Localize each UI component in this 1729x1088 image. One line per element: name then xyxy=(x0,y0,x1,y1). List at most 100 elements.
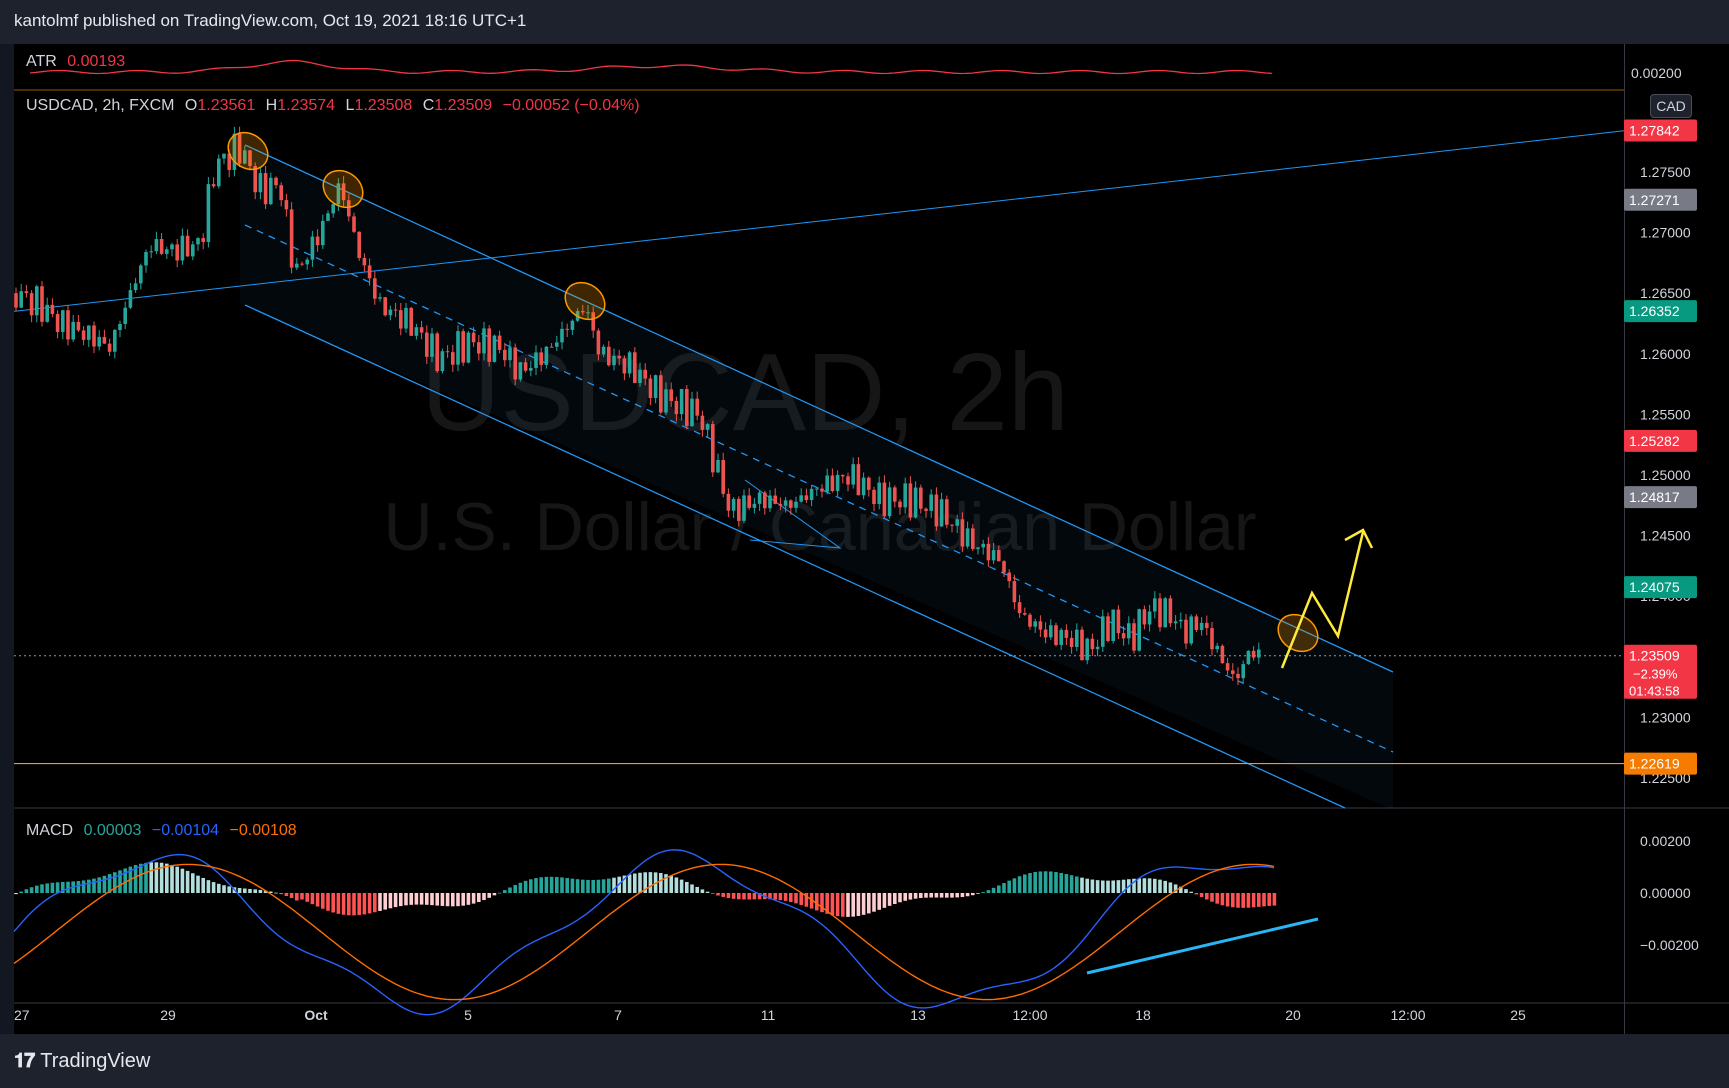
macd-bar xyxy=(430,893,434,906)
candle-body xyxy=(1246,650,1251,665)
macd-bar xyxy=(378,893,382,911)
macd-bar xyxy=(893,893,897,904)
macd-axis-tick: 0.00000 xyxy=(1640,885,1691,901)
candle-body xyxy=(716,460,720,473)
candle-body xyxy=(347,200,351,217)
candle-body xyxy=(274,177,278,186)
candle-body xyxy=(404,307,408,329)
time-axis-label: 25 xyxy=(1510,1007,1526,1023)
macd-bar xyxy=(222,885,226,893)
time-axis-label: 20 xyxy=(1285,1007,1301,1023)
candle-body xyxy=(1085,638,1089,661)
price-badge xyxy=(1624,300,1697,323)
candle-body xyxy=(955,519,959,526)
macd-bar xyxy=(830,893,835,916)
last-price-change: −2.39% xyxy=(1633,667,1678,682)
candle-body xyxy=(1142,609,1147,625)
macd-bar xyxy=(731,893,736,899)
macd-bar xyxy=(393,893,398,908)
candle-body xyxy=(445,351,450,353)
macd-bar xyxy=(898,893,902,903)
symbol-label[interactable]: USDCAD, 2h, FXCM xyxy=(26,97,175,114)
macd-bar xyxy=(711,893,715,894)
macd-bar xyxy=(492,893,497,896)
candle-body xyxy=(1189,616,1193,644)
candle-body xyxy=(399,310,403,329)
macd-bar xyxy=(986,890,991,893)
macd-bar xyxy=(414,893,419,905)
macd-bar xyxy=(789,893,793,903)
candle-body xyxy=(50,304,55,315)
currency-button[interactable]: CAD xyxy=(1650,94,1692,118)
price-axis-tick: 1.25000 xyxy=(1640,467,1691,483)
macd-bar xyxy=(326,893,330,911)
macd-bar xyxy=(477,893,481,902)
macd-bar xyxy=(1205,893,1209,900)
macd-bar xyxy=(466,893,471,905)
macd-bar xyxy=(352,893,356,916)
price-badge-label: 1.27842 xyxy=(1629,123,1680,139)
macd-bar xyxy=(757,893,762,900)
candle-body xyxy=(102,336,107,344)
macd-axis-tick: −0.00200 xyxy=(1640,937,1699,953)
candle-body xyxy=(165,249,169,254)
candle-body xyxy=(1184,619,1188,644)
price-axis-tick: 1.27000 xyxy=(1640,225,1691,241)
macd-bar xyxy=(1049,871,1053,893)
macd-histogram-group xyxy=(14,862,1277,917)
candle-body xyxy=(232,133,237,170)
brand-logo[interactable]: 𝟏𝟕 TradingView xyxy=(14,1050,150,1073)
macd-bar xyxy=(508,887,512,893)
macd-bar xyxy=(1059,872,1063,893)
macd-bar xyxy=(768,893,772,900)
candle-body xyxy=(742,495,746,521)
chart-frame[interactable] xyxy=(14,44,1624,1034)
candle-body xyxy=(664,389,668,413)
candle-body xyxy=(919,487,923,509)
macd-bar xyxy=(419,893,424,905)
price-badge-label: 1.24075 xyxy=(1629,579,1680,595)
macd-bar xyxy=(1173,884,1178,893)
macd-bar xyxy=(539,877,543,893)
candle-body xyxy=(1002,561,1006,573)
atr-axis-tick: 0.00200 xyxy=(1631,65,1682,81)
candle-body xyxy=(123,307,127,324)
candle-body xyxy=(830,475,835,491)
macd-bar xyxy=(1153,878,1157,893)
price-badge xyxy=(1624,486,1697,509)
candle-body xyxy=(1173,621,1178,624)
candle-body xyxy=(191,244,195,257)
candle-body xyxy=(815,488,819,490)
macd-bar xyxy=(913,893,918,899)
macd-bar xyxy=(92,878,96,893)
time-axis-label: 29 xyxy=(160,1007,176,1023)
candle-body xyxy=(1064,629,1069,638)
candle-body xyxy=(674,400,679,415)
macd-bar xyxy=(737,893,741,900)
macd-bar xyxy=(487,893,491,898)
macd-bar xyxy=(1184,889,1188,893)
candle-body xyxy=(180,235,185,261)
candle-body xyxy=(1075,629,1079,647)
macd-label: MACD xyxy=(26,822,74,839)
macd-bar xyxy=(523,880,528,893)
atr-legend: ATR 0.00193 xyxy=(26,53,131,71)
candle-body xyxy=(107,343,112,352)
candle-body xyxy=(856,464,861,496)
candle-body xyxy=(1054,625,1058,645)
macd-bar xyxy=(1121,879,1126,893)
candle-body xyxy=(456,331,460,365)
macd-bar xyxy=(456,893,460,907)
macd-bar xyxy=(243,888,247,893)
candle-body xyxy=(367,265,372,279)
macd-bar xyxy=(633,873,637,893)
macd-bar xyxy=(1116,880,1121,893)
price-axis-tick: 1.23000 xyxy=(1640,709,1691,725)
macd-bar xyxy=(825,893,829,914)
candle-body xyxy=(201,238,205,242)
macd-bar xyxy=(815,893,819,911)
macd-bar xyxy=(570,878,575,893)
candle-body xyxy=(1038,621,1043,630)
candle-body xyxy=(747,495,751,508)
